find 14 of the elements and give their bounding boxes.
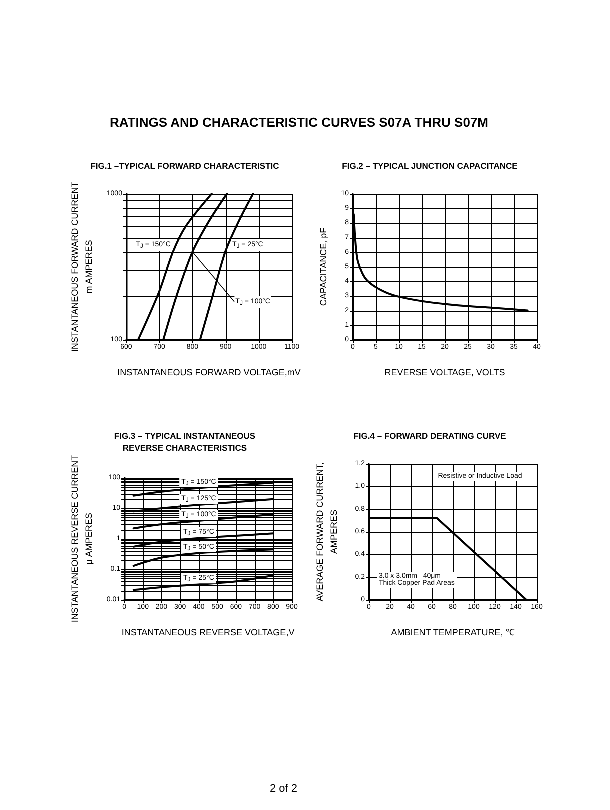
x-axis-title: INSTANTANEOUS FORWARD VOLTAGE,mV — [118, 368, 301, 378]
chart-title: FIG.1 –TYPICAL FORWARD CHARACTERISTIC — [90, 161, 280, 171]
y-axis-title: INSTANTANEOUS REVERSE CURRENT μ AMPERES — [70, 454, 94, 623]
chart-title: FIG.2 – TYPICAL JUNCTION CAPACITANCE — [342, 161, 518, 171]
x-axis-title: INSTANTANEOUS REVERSE VOLTAGE,V — [122, 628, 295, 638]
x-axis-title: REVERSE VOLTAGE, VOLTS — [384, 368, 506, 378]
chart-title: FIG.4 – FORWARD DERATING CURVE — [354, 431, 507, 441]
x-axis-title: AMBIENT TEMPERATURE, ℃ — [391, 628, 515, 638]
text: RATINGS AND CHARACTERISTIC CURVES S07A THRU S07M — [110, 115, 488, 130]
text: 2 of 2 — [270, 783, 298, 795]
y-axis-title: CAPACITANCE, pF — [318, 227, 328, 306]
chart-title: FIG.3 – TYPICAL INSTANTANEOUS REVERSE CHARACTERISTICS — [114, 431, 256, 453]
y-axis-title: AVERAGE FORWARD CURRENT, AMPERES — [315, 462, 339, 602]
y-axis-title: INSTANTANEOUS FORWARD CURRENT m AMPERES — [70, 181, 94, 352]
